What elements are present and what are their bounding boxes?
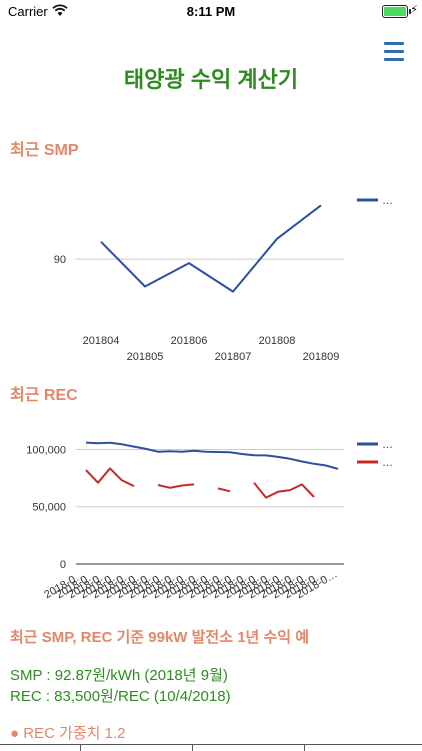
summary-title: 최근 SMP, REC 기준 99kW 발전소 1년 수익 예 bbox=[10, 626, 309, 647]
series-line bbox=[101, 205, 321, 291]
rec-line-chart: 050,000100,000……2018-0…2018-0…2018-0…201… bbox=[0, 420, 422, 610]
hamburger-menu-icon[interactable] bbox=[384, 42, 406, 62]
y-tick-label: 0 bbox=[60, 559, 66, 571]
legend-label: … bbox=[382, 439, 393, 451]
smp-line-chart: 90 … 201804 201805 201806 201807 201808 201809 bbox=[0, 170, 422, 360]
series-line bbox=[86, 443, 338, 469]
charging-icon: ⚡ bbox=[410, 3, 418, 16]
x-tick-label: 201807 bbox=[215, 351, 252, 360]
x-tick-label: 201804 bbox=[83, 335, 120, 347]
smp-value-line: SMP : 92.87원/kWh (2018년 9월) bbox=[10, 664, 228, 685]
page-title: 태양광 수익 계산기 bbox=[0, 62, 422, 94]
series-line bbox=[86, 468, 134, 486]
series-line bbox=[218, 488, 230, 491]
x-tick-label: 201809 bbox=[303, 351, 340, 360]
x-tick-label: 201806 bbox=[171, 335, 208, 347]
series-line bbox=[158, 484, 194, 487]
series-line bbox=[254, 483, 314, 498]
y-tick-label: 90 bbox=[54, 254, 66, 266]
rec-value-line: REC : 83,500원/REC (10/4/2018) bbox=[10, 685, 231, 706]
legend-label: … bbox=[382, 195, 393, 207]
rec-weight-label: ● REC 가중치 1.2 bbox=[10, 722, 126, 743]
smp-section-title: 최근 SMP bbox=[10, 136, 79, 160]
rec-section-title: 최근 REC bbox=[10, 381, 78, 405]
x-tick-label: 201805 bbox=[127, 351, 164, 360]
y-tick-label: 100,000 bbox=[26, 444, 66, 456]
x-tick-label: 201808 bbox=[259, 335, 296, 347]
clock: 8:11 PM bbox=[0, 4, 422, 19]
y-tick-label: 50,000 bbox=[32, 502, 66, 514]
status-bar: Carrier 8:11 PM ⚡ bbox=[0, 0, 422, 22]
battery-icon bbox=[382, 5, 408, 18]
legend-label: … bbox=[382, 457, 393, 469]
